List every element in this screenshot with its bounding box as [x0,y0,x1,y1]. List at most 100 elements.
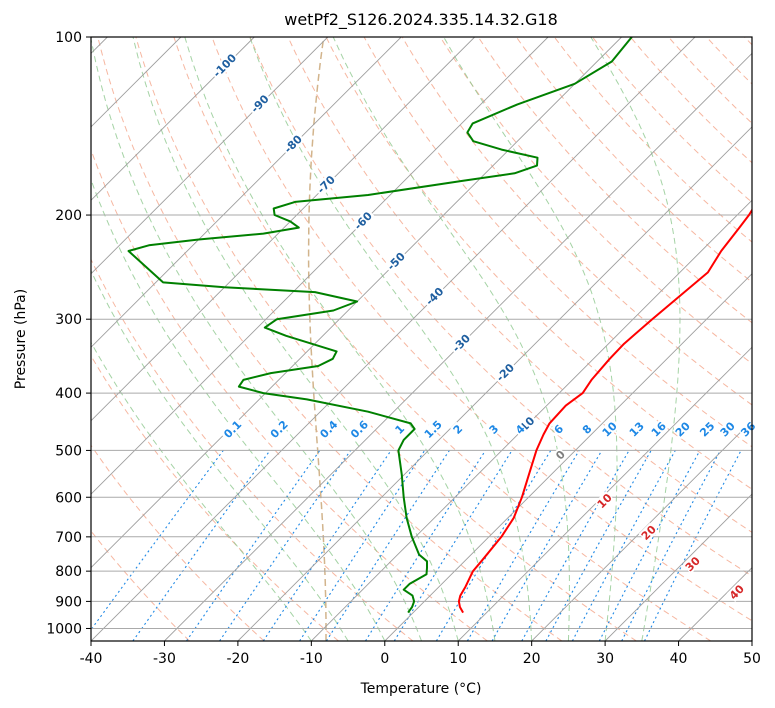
dry-adiabat [91,530,190,641]
x-tick-label: 50 [743,651,761,667]
mixing-ratio-line [262,450,392,641]
dry-adiabat [91,258,414,641]
mixing-ratio-line [491,450,603,641]
mixing-ratio-label-bg [486,421,502,437]
x-tick-label: -40 [80,651,103,667]
mixing-ratio-label-bg [579,421,595,437]
dry-adiabat [91,444,265,641]
isotherm-label-bg [422,283,447,309]
x-axis-title: Temperature (°C) [360,681,482,697]
mixing-ratio-label-bg [697,419,717,440]
isotherm-line [91,37,255,201]
dry-adiabat [97,37,563,641]
isotherm-label-bg [383,248,409,274]
freezing-curve [307,37,327,641]
isotherm-label-bg [350,208,376,234]
isotherm-line [384,273,752,641]
x-tick-label: 30 [596,651,614,667]
mixing-ratio-label-bg [648,419,669,440]
mixing-ratio-line [219,450,352,641]
dry-adiabat [363,37,752,448]
mixing-ratio-line [466,450,580,641]
dry-adiabat [211,37,752,622]
dry-adiabat-label-bg [682,553,703,574]
moist-adiabat [443,37,618,641]
axes: -40 -30 -20 -10 0 10 20 30 40 50 100 200 300 400 500 60… [46,30,761,667]
moist-adiabat [249,37,533,641]
y-tick-label: 1000 [46,621,82,637]
isotherm-line [91,37,329,275]
mixing-ratio-line [621,450,721,641]
moist-adiabat [332,37,570,641]
isotherm-line [604,493,752,641]
mixing-ratio-label-bg [220,416,245,442]
profile-lines [127,37,752,614]
mixing-ratio-line [132,450,271,641]
mixing-ratio-line [521,450,630,641]
mixing-ratio-label-bg [672,419,693,440]
y-tick-label: 100 [55,30,82,46]
x-tick-label: 10 [449,651,467,667]
y-tick-label: 300 [55,312,82,328]
dry-adiabat-label-bg [594,490,615,511]
mixing-ratio-label-bg [420,416,446,442]
dewpoint-profile-line [127,37,633,614]
y-tick-label: 800 [55,564,82,580]
mixing-ratio-label-bg [599,419,620,440]
mixing-ratio-label-bg [738,419,758,440]
y-axis-title: Pressure (hPa) [13,289,29,389]
y-tick-label: 900 [55,594,82,610]
isotherm-label-bg [313,172,339,197]
isotherm-label-bg [280,131,306,157]
x-tick-label: 0 [380,651,389,667]
dry-adiabat [401,37,752,406]
mixing-ratio-label-bg [512,421,528,437]
isotherm-line [91,37,696,641]
mixing-ratio-label-bg [551,421,566,437]
isotherm-label-bg [448,330,474,356]
moist-adiabat [132,37,459,641]
dry-adiabat [173,37,712,641]
x-tick-label: -20 [226,651,249,667]
dry-adiabat [592,37,752,203]
isotherm-label-bg [492,360,518,385]
mixing-ratio-label-bg [717,419,738,440]
mixing-ratio-line [571,450,676,641]
mixing-ratio-line [393,450,513,641]
mixing-ratio-label-bg [266,416,292,442]
isotherm-line [310,199,752,641]
temperature-profile-line [457,208,752,614]
dry-adiabat [553,37,752,243]
background-grid [91,37,752,641]
dry-adiabat-label-bg [552,447,568,463]
moist-adiabat [91,37,422,641]
mixing-ratio-line [186,450,321,641]
mixing-ratio-line [598,450,701,641]
mixing-ratio-line [435,450,552,641]
mixing-ratio-label-bg [346,416,372,442]
x-tick-label: -30 [153,651,176,667]
mixing-ratio-label-bg [392,421,407,437]
y-tick-label: 500 [55,443,82,459]
dry-adiabat-label-bg [638,522,659,543]
dry-adiabat [287,37,752,533]
isotherm-line [457,346,752,641]
y-tick-label: 600 [55,490,82,506]
x-tick-label: 20 [523,651,541,667]
moist-adiabat [590,37,681,641]
mixing-ratio-line [644,450,742,641]
isotherm-label-bg [247,91,273,117]
isotherm-line [531,420,752,641]
mixing-ratio-label-bg [626,419,647,440]
plot-frame [90,36,753,642]
mixing-ratio-label-bg [316,416,341,442]
y-tick-label: 700 [55,530,82,546]
moist-adiabat [91,269,349,641]
isotherm-line [91,37,549,495]
dry-adiabat-label-bg [726,582,747,602]
mixing-ratio-label-bg [450,421,466,437]
x-tick-label: -10 [300,651,323,667]
